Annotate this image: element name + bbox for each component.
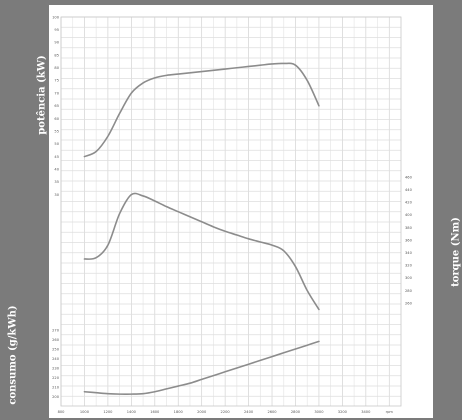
consumption-y-tick-label: 250 xyxy=(52,347,60,351)
x-tick-label: 1600 xyxy=(150,410,160,414)
torque-y-tick-label: 280 xyxy=(405,289,413,293)
x-tick-label: 2200 xyxy=(221,410,231,414)
consumption-y-tick-label: 200 xyxy=(52,395,60,399)
power-curve xyxy=(83,62,320,158)
x-tick-label: 1000 xyxy=(80,410,90,414)
x-tick-label: 2000 xyxy=(197,410,207,414)
consumption-curve xyxy=(83,340,320,395)
consumption-y-tick-label: 260 xyxy=(52,338,60,342)
power-y-tick-label: 30 xyxy=(54,193,59,197)
power-y-tick-label: 70 xyxy=(54,91,59,95)
power-y-tick-label: 55 xyxy=(54,129,59,133)
x-tick-label: rpm xyxy=(386,410,394,414)
consumption-axis-label: consumo (g/kWh) xyxy=(7,305,19,405)
x-tick-label: 1200 xyxy=(103,410,113,414)
series-lines xyxy=(83,62,320,395)
power-y-tick-label: 45 xyxy=(54,155,59,159)
torque-y-tick-label: 400 xyxy=(405,213,413,217)
consumption-y-tick-label: 220 xyxy=(52,376,60,380)
engine-performance-chart: 800 1000 1200 1400 1600 1800 2000 2200 2400 2600 2… xyxy=(52,15,412,414)
power-y-tick-label: 35 xyxy=(54,180,59,184)
x-tick-label: 3000 xyxy=(314,410,324,414)
x-tick-label: 1800 xyxy=(174,410,184,414)
power-y-tick-label: 75 xyxy=(54,79,59,83)
grid xyxy=(60,16,402,407)
consumption-y-tick-label: 270 xyxy=(52,328,60,332)
power-y-tick-label: 95 xyxy=(54,28,59,32)
power-axis-label: potência (kW) xyxy=(36,55,48,135)
consumption-y-tick-label: 210 xyxy=(52,385,60,389)
plot-frame xyxy=(60,16,402,407)
torque-y-tick-label: 340 xyxy=(405,251,413,255)
torque-y-tick-label: 300 xyxy=(405,276,413,280)
torque-y-tick-label: 320 xyxy=(405,264,413,268)
power-y-tick-label: 50 xyxy=(54,142,59,146)
power-y-tick-label: 60 xyxy=(54,117,59,121)
consumption-y-tick-label: 240 xyxy=(52,357,60,361)
x-tick-label: 3200 xyxy=(338,410,348,414)
torque-y-tick-label: 260 xyxy=(405,301,413,305)
torque-y-tick-label: 360 xyxy=(405,238,413,242)
torque-y-tick-label: 440 xyxy=(405,188,413,192)
power-y-tick-label: 90 xyxy=(54,41,59,45)
x-tick-label: 1400 xyxy=(127,410,137,414)
consumption-y-tick-label: 230 xyxy=(52,366,60,370)
torque-y-tick-label: 380 xyxy=(405,226,413,230)
power-y-tick-label: 65 xyxy=(54,104,59,108)
power-y-tick-label: 100 xyxy=(52,15,60,19)
torque-y-tick-label: 420 xyxy=(405,201,413,205)
power-y-tick-label: 80 xyxy=(54,66,59,70)
chart-panel: 800 1000 1200 1400 1600 1800 2000 2200 2400 2600 2… xyxy=(49,5,433,418)
x-tick-label: 2400 xyxy=(244,410,254,414)
power-y-tick-label: 85 xyxy=(54,53,59,57)
torque-axis-label: torque (Nm) xyxy=(450,217,462,287)
power-y-tick-label: 40 xyxy=(54,168,59,172)
x-tick-label: 2600 xyxy=(267,410,277,414)
torque-y-tick-label: 460 xyxy=(405,175,413,179)
x-tick-label: 2800 xyxy=(291,410,301,414)
torque-curve xyxy=(83,192,320,311)
x-tick-label: 3400 xyxy=(361,410,371,414)
x-tick-label: 800 xyxy=(58,410,66,414)
tick-labels: 800 1000 1200 1400 1600 1800 2000 2200 2400 2600 2… xyxy=(52,15,412,414)
